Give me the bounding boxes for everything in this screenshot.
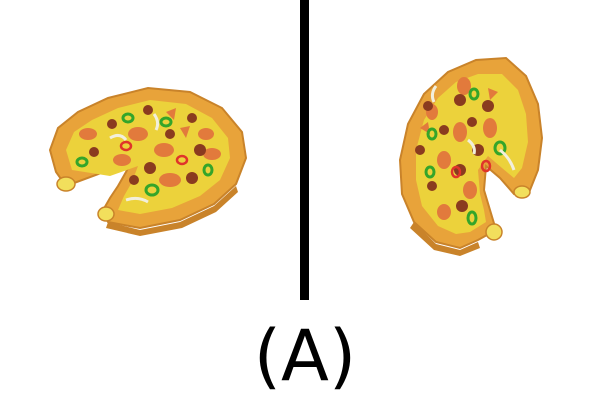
left-pizza-crust-end	[97, 206, 115, 222]
right-red-pepper	[450, 165, 462, 179]
right-pizza-cheese	[416, 74, 528, 234]
right-pepperoni	[437, 151, 451, 169]
left-pepperoni	[154, 143, 174, 157]
left-sausage	[107, 119, 117, 129]
left-sausage	[129, 175, 139, 185]
right-pepperoni	[483, 118, 497, 138]
left-onion	[152, 113, 160, 131]
right-sausage	[427, 181, 437, 191]
left-sausage	[165, 129, 175, 139]
right-sausage	[415, 145, 425, 155]
left-onion	[125, 196, 149, 204]
right-sausage	[454, 94, 466, 106]
left-green-pepper	[144, 183, 160, 197]
left-pepperoni	[159, 173, 181, 187]
left-sausage	[187, 113, 197, 123]
left-sausage	[194, 144, 206, 156]
right-sausage	[423, 101, 433, 111]
left-pizza-image	[48, 86, 248, 236]
right-green-pepper	[468, 87, 480, 101]
right-sausage	[456, 200, 468, 212]
right-pizza-crust-shadow	[410, 222, 480, 256]
left-pepperoni	[79, 128, 97, 140]
left-green-pepper	[75, 156, 89, 168]
left-pepperoni	[180, 126, 190, 138]
left-pepperoni	[203, 148, 221, 160]
right-green-pepper	[424, 165, 436, 179]
right-pepperoni	[488, 88, 498, 100]
left-red-pepper	[175, 154, 189, 166]
right-green-pepper	[426, 127, 438, 141]
left-pizza-crust-end	[56, 176, 76, 192]
right-sausage	[439, 125, 449, 135]
right-onion	[430, 85, 438, 103]
left-red-pepper	[119, 140, 133, 152]
right-pepperoni	[457, 77, 471, 95]
right-sausage	[467, 117, 477, 127]
right-pepperoni	[463, 181, 477, 199]
left-green-pepper	[202, 163, 214, 177]
right-pepperoni	[453, 122, 467, 142]
right-sausage	[482, 100, 494, 112]
left-green-pepper	[159, 116, 173, 128]
figure-caption: (A)	[253, 315, 357, 397]
left-sausage	[186, 172, 198, 184]
right-pizza-crust-end	[485, 223, 503, 241]
right-pepperoni	[437, 204, 451, 220]
left-pepperoni	[113, 154, 131, 166]
left-pepperoni	[166, 108, 176, 120]
right-onion	[499, 148, 516, 171]
right-green-pepper	[466, 210, 478, 226]
right-onion	[467, 138, 476, 155]
right-pizza-crust-end	[513, 185, 531, 199]
right-red-pepper	[480, 159, 492, 173]
right-green-pepper	[493, 140, 507, 156]
center-divider	[300, 0, 309, 300]
left-pepperoni	[198, 128, 214, 140]
left-green-pepper	[121, 112, 135, 124]
left-sausage	[144, 162, 156, 174]
left-pepperoni	[128, 127, 148, 141]
left-onion	[109, 133, 128, 141]
left-sausage	[143, 105, 153, 115]
left-pizza-crust-shadow	[106, 186, 238, 236]
right-pizza-image	[398, 56, 544, 256]
left-sausage	[89, 147, 99, 157]
